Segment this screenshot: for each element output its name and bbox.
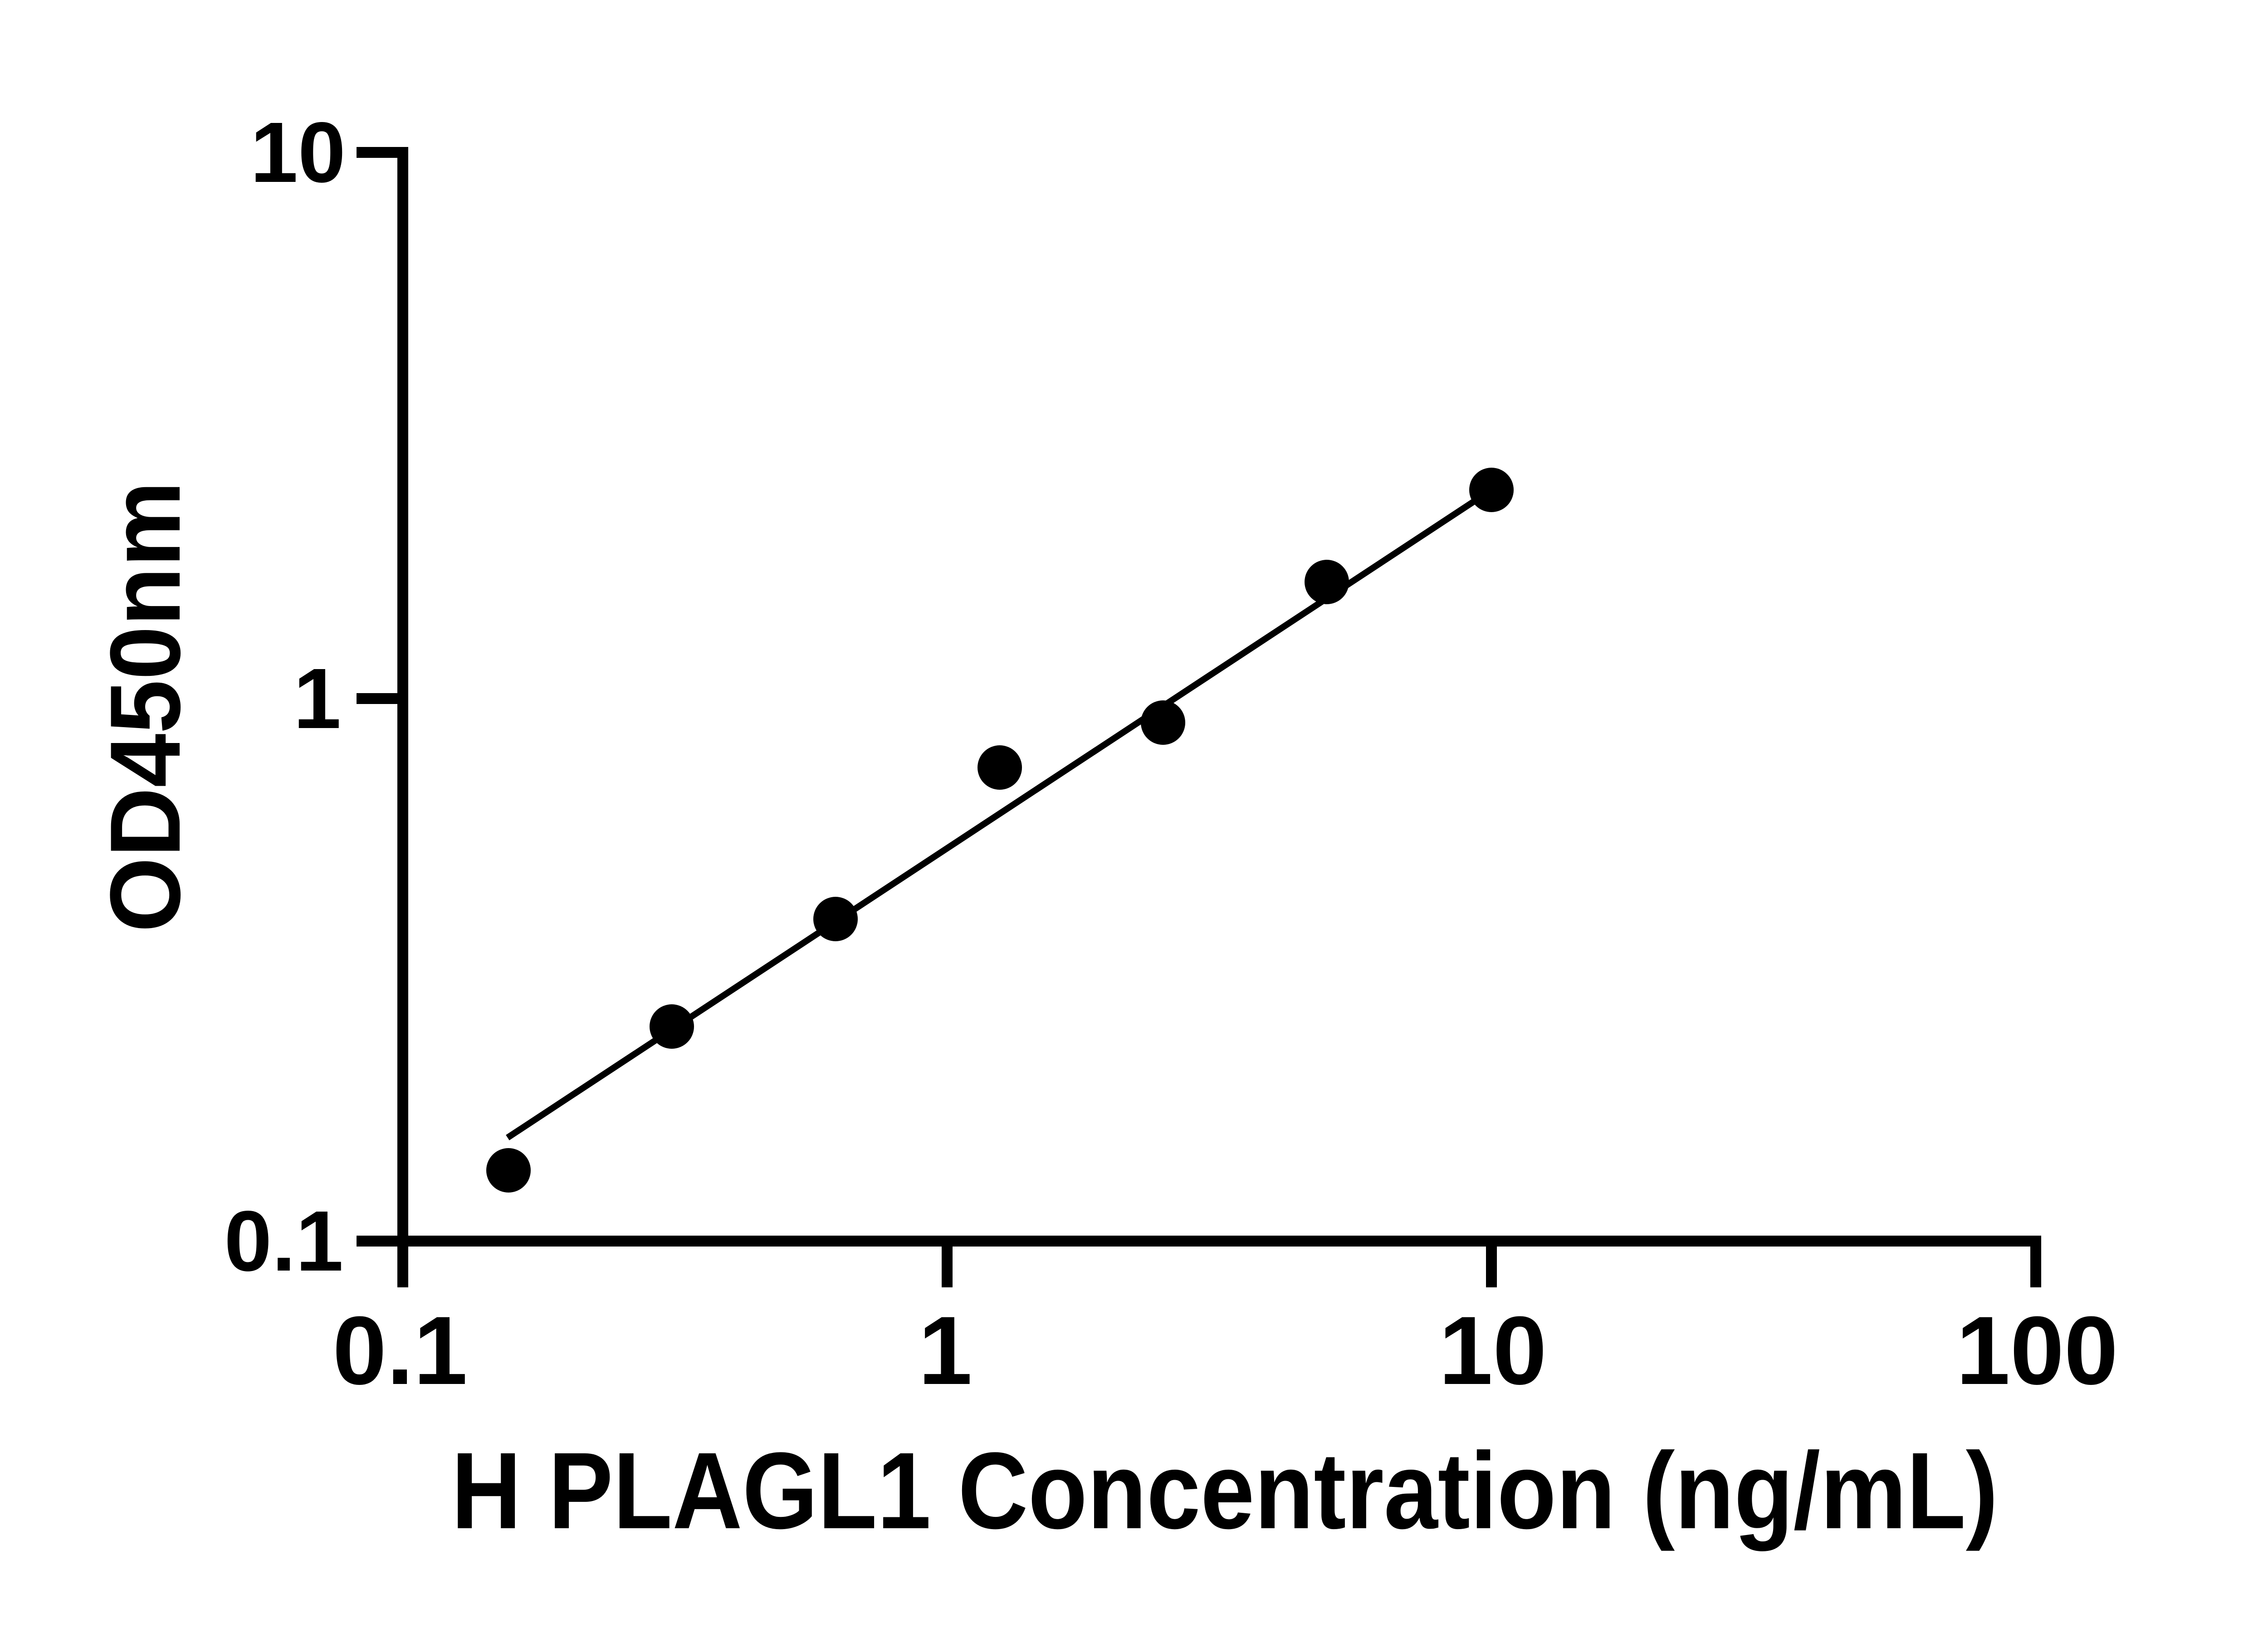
svg-text:0.1: 0.1 [332, 1296, 468, 1405]
svg-text:1: 1 [293, 651, 341, 747]
svg-text:100: 100 [1956, 1296, 2118, 1405]
svg-text:10: 10 [1439, 1296, 1547, 1405]
svg-text:1: 1 [918, 1296, 972, 1405]
svg-text:OD450nm: OD450nm [89, 481, 201, 933]
svg-text:10: 10 [250, 105, 346, 200]
svg-text:H PLAGL1 Concentration (ng/mL): H PLAGL1 Concentration (ng/mL) [451, 1430, 1998, 1551]
svg-text:0.1: 0.1 [224, 1193, 343, 1289]
